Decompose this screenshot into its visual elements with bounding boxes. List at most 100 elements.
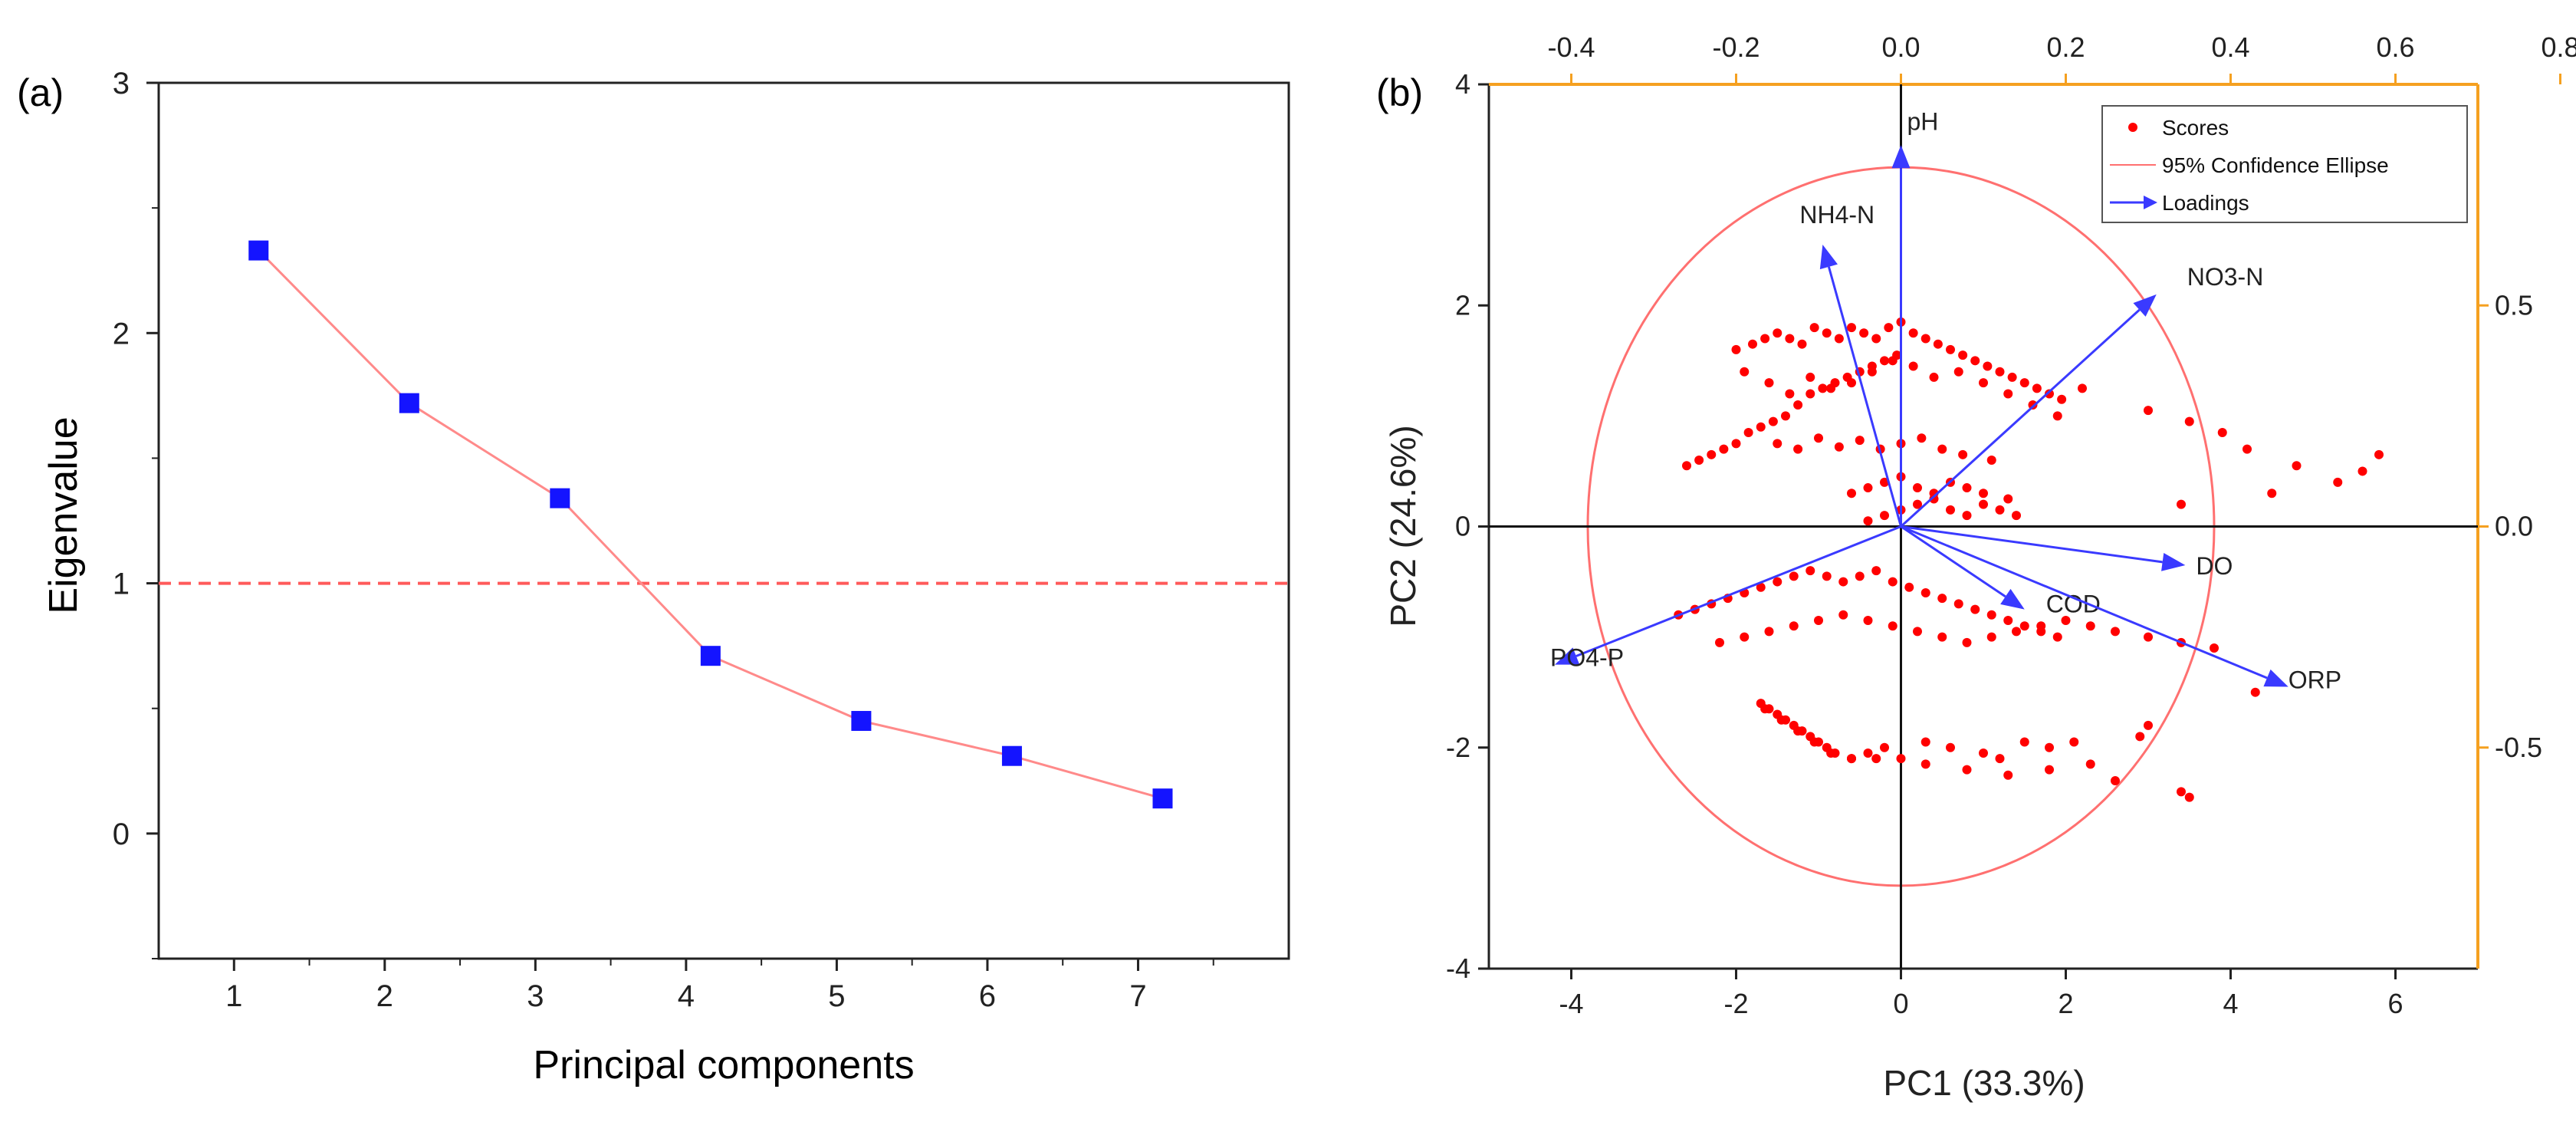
panel-b-y-tick-label: -4 [1446,953,1470,984]
score-point [2019,737,2029,747]
score-point [2003,616,2013,626]
score-point [2144,406,2153,416]
panel-a-x-tick-label: 7 [1129,979,1146,1013]
score-point [1913,483,1922,493]
score-point [1806,389,1815,399]
score-point [1847,489,1856,498]
score-point [2069,737,2079,747]
panel-b-x-tick-label: -4 [1559,988,1583,1019]
score-point [2019,621,2029,631]
score-point [1946,505,1955,515]
panel-a-x-label: Principal components [533,1043,914,1087]
panel-b-x-tick-label: -2 [1723,988,1748,1019]
panel-a-y-tick-label: 1 [113,568,130,601]
score-point [1826,748,1836,758]
score-point [2144,720,2153,730]
loading-arrow-line [1900,308,2141,528]
panel-a-x-tick-label: 2 [376,979,393,1013]
score-point [1880,477,1889,487]
loading-label: NH4-N [1799,201,1875,229]
score-point [1756,422,1766,432]
score-point [1760,704,1770,714]
score-point [1962,511,1972,521]
score-point [1822,571,1832,581]
score-point [1921,759,1930,769]
score-point [2028,400,2038,410]
panel-b-top-tick-label: -0.2 [1712,31,1760,63]
score-point [1797,339,1807,349]
score-point [1908,361,1918,371]
score-point [1946,742,1955,752]
panel-b-right-tick-label: 0.0 [2495,511,2533,542]
score-point [1773,577,1783,587]
panel-a-x-tick-label: 5 [828,979,845,1013]
score-point [1789,571,1799,581]
score-point [2003,389,2013,399]
score-point [1888,356,1898,366]
legend-scores-marker [2128,123,2137,132]
score-point [1793,444,1803,454]
score-point [2057,394,2067,404]
score-point [1933,339,1943,349]
score-points [1674,317,2384,802]
score-point [2217,427,2227,437]
legend-scores-label: Scores [2162,116,2229,140]
score-point [1884,323,1894,333]
panel-a-label: (a) [17,71,64,114]
score-point [1986,456,1996,466]
panel-b-top-tick-label: -0.4 [1547,31,1595,63]
panel-b-top-tick-label: 0.6 [2376,31,2414,63]
score-point [2177,787,2186,797]
score-point [2032,383,2042,393]
score-point [1793,400,1803,410]
score-point [1731,439,1741,449]
score-point [1863,616,1873,626]
score-point [1814,433,1823,443]
score-point [1970,604,1980,614]
score-point [2061,616,2071,626]
score-point [1921,334,1930,344]
score-point [1913,499,1922,509]
score-point [1953,367,1963,377]
score-point [1855,571,1865,581]
legend-loadings-label: Loadings [2162,191,2249,215]
score-point [2242,444,2252,454]
panel-b-x-tick-label: 4 [2223,988,2238,1019]
loading-label: DO [2196,552,2233,580]
score-point [2135,732,2145,742]
score-point [2250,687,2260,697]
panel-a-x-tick-label: 6 [979,979,996,1013]
score-point [1764,627,1774,637]
score-point [1814,616,1823,626]
score-point [1773,439,1783,449]
panel-a-y-tick-label: 0 [113,818,130,851]
eigenvalue-marker [1152,788,1173,809]
score-point [1917,433,1927,443]
score-point [1937,594,1947,604]
score-point [2045,389,2054,399]
panel-b-ticks: -4 -2 0 2 4 6 -4 -2 0 2 4 -0.4 -0.2 0.0 0.2 0.4 0.6 0.8 0.… [1446,31,2576,1019]
panel-b-x-tick-label: 0 [1893,988,1908,1019]
score-point [1986,632,1996,642]
panel-b-label: (b) [1376,71,1423,114]
score-point [2078,383,2087,393]
panel-a-x-tick-label: 3 [527,979,544,1013]
panel-b-x-label: PC1 (33.3%) [1883,1063,2085,1103]
score-point [1921,587,1930,597]
panel-a-y-label: Eigenvalue [41,416,86,614]
legend-ellipse-label: 95% Confidence Ellipse [2162,153,2389,177]
score-point [2045,765,2054,775]
panel-b-y-tick-label: 0 [1455,511,1470,542]
score-point [1867,367,1877,377]
score-point [1880,742,1889,752]
score-point [1871,754,1881,764]
score-point [1995,367,2005,377]
loading-arrowhead [2000,588,2025,610]
score-point [1806,372,1815,382]
score-point [1740,367,1750,377]
score-point [2052,411,2062,421]
score-point [1756,582,1766,592]
score-point [1826,383,1836,393]
